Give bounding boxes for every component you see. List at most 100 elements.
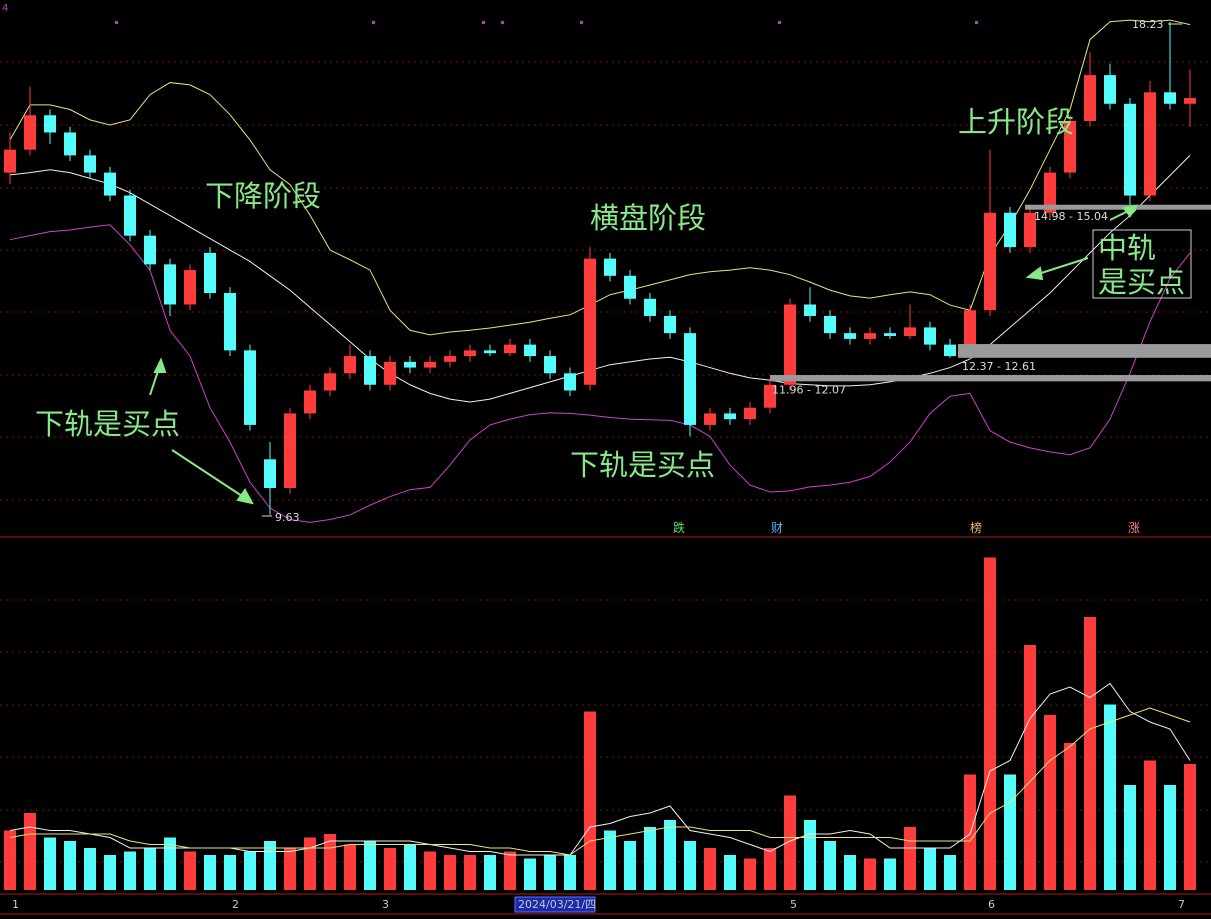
volume-bar — [664, 820, 676, 890]
volume-bar — [1024, 645, 1036, 890]
candle-body — [44, 115, 56, 133]
volume-bar — [284, 848, 296, 890]
volume-bar — [124, 851, 136, 890]
volume-bar — [804, 820, 816, 890]
volume-bar — [84, 848, 96, 890]
volume-bar — [544, 855, 556, 890]
candle-body — [684, 333, 696, 425]
volume-bar — [1064, 743, 1076, 890]
candle-body — [924, 327, 936, 345]
volume-bar — [884, 858, 896, 890]
volume-bar — [404, 844, 416, 890]
volume-bar — [364, 841, 376, 890]
candle-body — [1124, 103, 1136, 196]
candle-body — [1084, 75, 1096, 121]
annotation: 横盘阶段 — [590, 201, 706, 235]
volume-bar — [864, 858, 876, 890]
volume-ma-line — [9, 707, 1191, 856]
candle-body — [704, 413, 716, 425]
volume-bar — [4, 830, 16, 890]
high-label: 18.23 — [1132, 18, 1164, 31]
candle-body — [544, 356, 556, 374]
volume-bar — [684, 841, 696, 890]
candle-body — [884, 333, 896, 337]
candle-body — [564, 373, 576, 391]
volume-bar — [764, 848, 776, 890]
annotation: 下轨是买点 — [35, 407, 180, 441]
volume-bar — [464, 855, 476, 890]
candle-body — [204, 252, 216, 294]
corner-label: 4 — [2, 3, 8, 14]
annotation-box — [1092, 229, 1192, 299]
volume-bar — [1124, 785, 1136, 890]
candle-body — [284, 413, 296, 488]
candle-body — [304, 390, 316, 414]
volume-bar — [1164, 785, 1176, 890]
event-marker: 榜 — [970, 520, 982, 535]
volume-bar — [444, 855, 456, 890]
candle-body — [1024, 212, 1036, 248]
zone — [1025, 204, 1211, 210]
candle-body — [904, 327, 916, 337]
candle-body — [1104, 75, 1116, 104]
candle-body — [744, 407, 756, 420]
candle-body — [664, 315, 676, 334]
x-tick-label: 3 — [382, 898, 389, 911]
volume-bar — [604, 830, 616, 890]
annotation: 中轨 — [1098, 231, 1156, 265]
marks — [4, 19, 1196, 890]
candle-body — [584, 258, 596, 385]
candle-body — [624, 275, 636, 299]
volume-bar — [344, 844, 356, 890]
candle-body — [524, 344, 536, 357]
x-tick-label: 6 — [988, 898, 995, 911]
candle-body — [344, 356, 356, 374]
zone — [770, 375, 1211, 382]
candle-body — [224, 293, 236, 351]
date-label: 2024/03/21/四 — [518, 898, 596, 911]
candle-body — [144, 235, 156, 265]
volume-bar — [624, 841, 636, 890]
volume-bar — [704, 848, 716, 890]
volume-bar — [244, 851, 256, 890]
annotation: 是买点 — [1098, 265, 1185, 299]
candle-body — [984, 212, 996, 311]
volume-bar — [184, 851, 196, 890]
volume-bar — [424, 851, 436, 890]
candle-body — [324, 373, 336, 391]
zones: 14.98 - 15.04 12.37 - 12.61 11.96 - 12.0… — [770, 204, 1211, 396]
candle-body — [244, 350, 256, 425]
band-line — [9, 224, 1191, 523]
volume-bar — [164, 837, 176, 890]
x-tick-label: 1 — [12, 898, 19, 911]
candle-body — [384, 361, 396, 385]
candle-body — [104, 172, 116, 196]
candle-body — [824, 315, 836, 334]
volume-bar — [904, 827, 916, 890]
zone — [958, 344, 1211, 358]
candle-body — [484, 350, 496, 354]
annotation-arrows — [149, 204, 1138, 505]
candle-body — [264, 459, 276, 488]
zone-label: 11.96 - 12.07 — [772, 383, 846, 396]
candle-body — [1004, 212, 1016, 248]
candle-body — [504, 344, 516, 354]
candle-body — [424, 361, 436, 368]
volume-bar — [964, 774, 976, 890]
volume-bar — [524, 858, 536, 890]
candle-body — [864, 333, 876, 339]
volume-bar — [824, 841, 836, 890]
candle-body — [1044, 172, 1056, 213]
volume-bar — [724, 855, 736, 890]
annotation: 上升阶段 — [958, 105, 1074, 139]
zone-label: 12.37 - 12.61 — [962, 360, 1036, 373]
volume-bar — [264, 841, 276, 890]
candle-body — [464, 350, 476, 357]
candle-body — [404, 361, 416, 368]
volume-bar — [1044, 715, 1056, 890]
candle-body — [1164, 92, 1176, 104]
volume-bar — [44, 837, 56, 890]
volume-bar — [484, 855, 496, 890]
zone-label: 14.98 - 15.04 — [1034, 210, 1108, 223]
x-tick-label: 2 — [232, 898, 239, 911]
